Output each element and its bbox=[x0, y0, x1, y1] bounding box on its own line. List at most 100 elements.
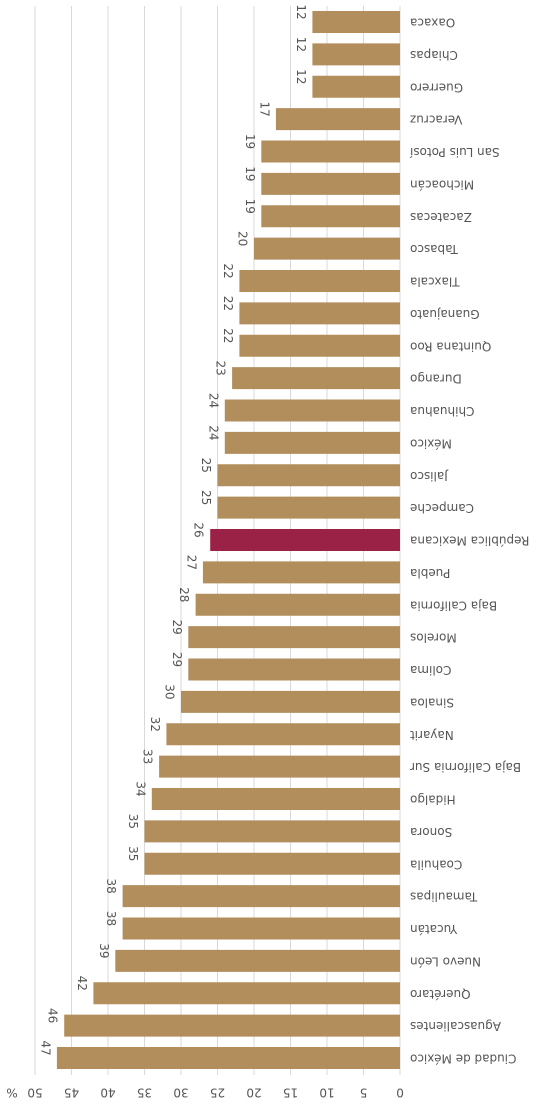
bar bbox=[195, 593, 400, 616]
bar bbox=[93, 982, 401, 1005]
category-label: Guanajuato bbox=[410, 307, 480, 321]
bar bbox=[254, 237, 400, 260]
value-label: 17 bbox=[257, 101, 271, 116]
bar bbox=[312, 11, 400, 33]
bar bbox=[144, 852, 400, 875]
category-label: Coahuila bbox=[410, 857, 462, 871]
category-label: Zacatecas bbox=[410, 210, 472, 224]
value-label: 26 bbox=[192, 522, 206, 537]
bar bbox=[217, 464, 400, 487]
category-label: Campeche bbox=[410, 501, 474, 515]
bar bbox=[275, 108, 400, 131]
bar bbox=[261, 140, 400, 163]
bar bbox=[261, 172, 400, 195]
value-label: 19 bbox=[243, 166, 257, 181]
value-label: 23 bbox=[214, 360, 228, 375]
value-label: 35 bbox=[126, 814, 140, 829]
value-label: 22 bbox=[221, 328, 235, 343]
y-tick-label: 20 bbox=[246, 1086, 261, 1100]
bar bbox=[217, 496, 400, 519]
value-label: 12 bbox=[294, 69, 308, 84]
value-label: 25 bbox=[199, 490, 213, 505]
bar bbox=[188, 626, 400, 649]
category-label: República Mexicana bbox=[410, 534, 529, 548]
category-label: Chiapas bbox=[410, 48, 458, 62]
bar bbox=[239, 334, 400, 357]
value-label: 19 bbox=[243, 199, 257, 214]
value-label: 27 bbox=[184, 555, 198, 570]
y-tick-label: 50 bbox=[27, 1086, 42, 1100]
category-label: Colima bbox=[410, 663, 451, 677]
category-label: Ciudad de México bbox=[410, 1052, 516, 1066]
bar bbox=[56, 1047, 401, 1069]
value-label: 33 bbox=[141, 749, 155, 764]
value-label: 24 bbox=[206, 425, 220, 440]
value-label: 35 bbox=[126, 846, 140, 861]
category-label: Querétaro bbox=[410, 987, 471, 1001]
y-tick-label: 35 bbox=[137, 1086, 152, 1100]
value-label: 25 bbox=[199, 458, 213, 473]
value-label: 47 bbox=[38, 1040, 52, 1055]
bar bbox=[312, 43, 400, 66]
category-label: Puebla bbox=[410, 566, 450, 580]
category-label: Hidalgo bbox=[410, 793, 456, 807]
axis-label: % bbox=[6, 1086, 17, 1100]
category-label: Tamaulipas bbox=[410, 890, 478, 904]
category-label: Tlaxcala bbox=[410, 275, 461, 289]
bar bbox=[159, 755, 400, 778]
category-label: Yucatán bbox=[410, 922, 458, 936]
bar bbox=[64, 1014, 400, 1037]
y-tick-label: 5 bbox=[360, 1086, 368, 1100]
value-label: 12 bbox=[294, 37, 308, 52]
category-label: San Luis Potosí bbox=[409, 145, 499, 159]
category-label: Veracruz bbox=[410, 113, 462, 127]
bar bbox=[261, 205, 400, 228]
category-label: Baja California bbox=[410, 598, 497, 612]
category-label: Nayarit bbox=[410, 728, 454, 742]
bar bbox=[115, 949, 401, 972]
value-label: 22 bbox=[221, 296, 235, 311]
category-label: Guerrero bbox=[410, 80, 463, 94]
y-tick-label: 45 bbox=[64, 1086, 79, 1100]
y-tick-label: 40 bbox=[100, 1086, 115, 1100]
category-label: Quintana Roo bbox=[410, 339, 491, 353]
bar bbox=[166, 723, 400, 746]
bar bbox=[239, 302, 400, 325]
value-label: 38 bbox=[104, 911, 118, 926]
value-label: 29 bbox=[170, 652, 184, 667]
bar bbox=[181, 690, 400, 713]
bar bbox=[122, 885, 400, 908]
value-label: 46 bbox=[46, 1008, 60, 1023]
bar bbox=[312, 75, 400, 98]
y-tick-label: 0 bbox=[396, 1086, 404, 1100]
value-label: 22 bbox=[221, 263, 235, 278]
category-label: Jalisco bbox=[410, 469, 449, 483]
bar bbox=[122, 917, 400, 940]
value-label: 34 bbox=[133, 781, 147, 796]
bar bbox=[232, 367, 400, 390]
value-label: 24 bbox=[206, 393, 220, 408]
bar bbox=[224, 399, 400, 422]
value-label: 28 bbox=[177, 587, 191, 602]
category-label: Aguascalientes bbox=[410, 1019, 501, 1033]
category-label: Chihuahua bbox=[410, 404, 474, 418]
value-label: 38 bbox=[104, 878, 118, 893]
category-label: Tabasco bbox=[410, 242, 459, 256]
y-tick-label: 15 bbox=[283, 1086, 298, 1100]
bar bbox=[224, 431, 400, 454]
y-tick-label: 25 bbox=[210, 1086, 225, 1100]
category-label: Durango bbox=[410, 372, 462, 386]
value-label: 20 bbox=[236, 231, 250, 246]
category-label: Sinaloa bbox=[410, 695, 454, 709]
value-label: 39 bbox=[97, 943, 111, 958]
category-label: Sonora bbox=[410, 825, 452, 839]
category-label: Morelos bbox=[410, 631, 457, 645]
bar bbox=[151, 788, 400, 810]
bar bbox=[202, 561, 400, 584]
category-label: Michoacán bbox=[410, 177, 474, 191]
value-label: 42 bbox=[75, 976, 89, 991]
value-label: 32 bbox=[148, 717, 162, 732]
value-label: 19 bbox=[243, 134, 257, 149]
value-label: 12 bbox=[294, 4, 308, 19]
